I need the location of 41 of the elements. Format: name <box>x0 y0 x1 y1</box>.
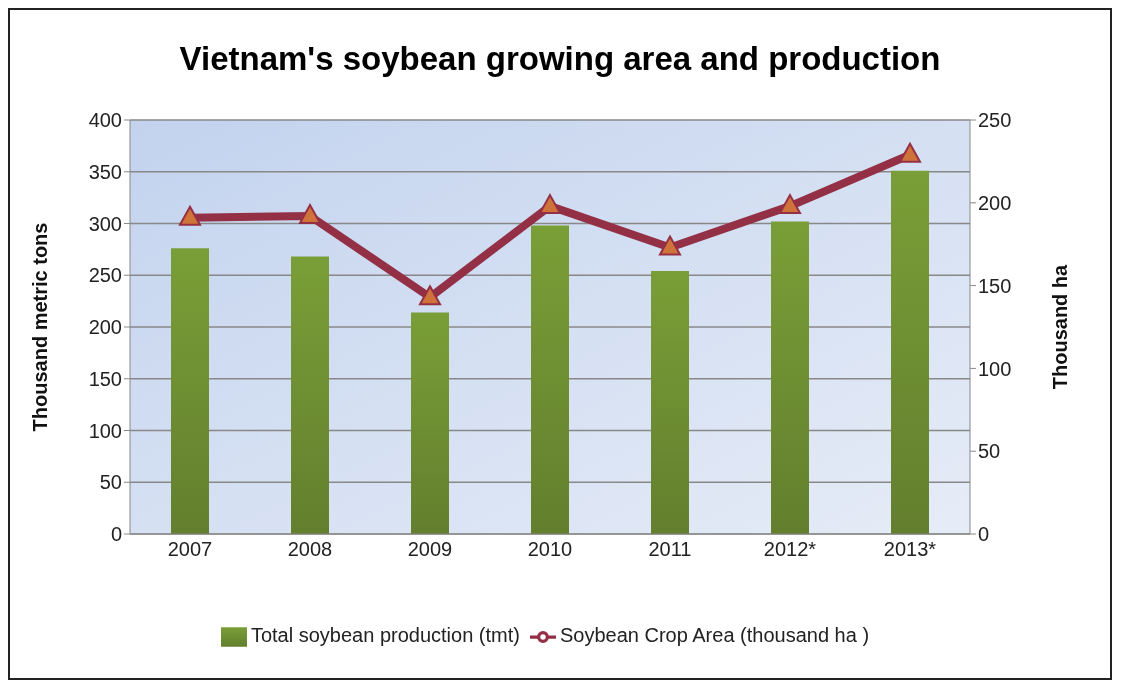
bar <box>771 221 809 534</box>
bar <box>531 225 569 534</box>
y-tick-label: 400 <box>88 109 122 132</box>
y2-tick-label: 200 <box>978 191 1012 214</box>
bar <box>651 271 689 534</box>
x-tick-label: 2008 <box>287 538 333 561</box>
y2-tick-label: 150 <box>978 274 1012 297</box>
y2-tick-label: 0 <box>978 523 990 546</box>
y2-axis-title: Thousand ha <box>1049 263 1072 390</box>
y-tick-label: 200 <box>88 316 122 339</box>
point <box>539 194 561 215</box>
point <box>779 194 801 215</box>
legend-label: Total soybean production (tmt) <box>250 624 520 647</box>
bar <box>891 170 929 534</box>
point <box>659 235 681 256</box>
x-tick-label: 2007 <box>167 538 213 561</box>
y2-tick-label: 250 <box>978 109 1012 132</box>
y-tick-label: 100 <box>88 419 122 442</box>
point <box>419 285 441 306</box>
bar <box>171 248 209 534</box>
bar <box>291 256 329 534</box>
chart-title: Vietnam's soybean growing area and production <box>178 39 942 79</box>
x-tick-label: 2012* <box>763 538 817 561</box>
x-tick-label: 2009 <box>407 538 453 561</box>
y-tick-label: 150 <box>88 367 122 390</box>
point <box>179 205 201 226</box>
y-tick-label: 250 <box>88 264 122 287</box>
legend-label: Soybean Crop Area (thousand ha ) <box>559 624 870 647</box>
y2-tick-label: 50 <box>978 440 1001 463</box>
point <box>299 204 321 225</box>
point <box>899 142 921 163</box>
y-axis-title: Thousand metric tons <box>29 222 52 432</box>
bar <box>411 312 449 534</box>
x-tick-label: 2011 <box>648 538 692 561</box>
y-tick-label: 0 <box>110 523 122 546</box>
y-tick-label: 350 <box>88 160 122 183</box>
y2-tick-label: 100 <box>978 357 1012 380</box>
x-tick-label: 2013* <box>883 538 937 561</box>
y-tick-label: 300 <box>88 212 122 235</box>
x-tick-label: 2010 <box>527 538 573 561</box>
y-tick-label: 50 <box>99 471 122 494</box>
